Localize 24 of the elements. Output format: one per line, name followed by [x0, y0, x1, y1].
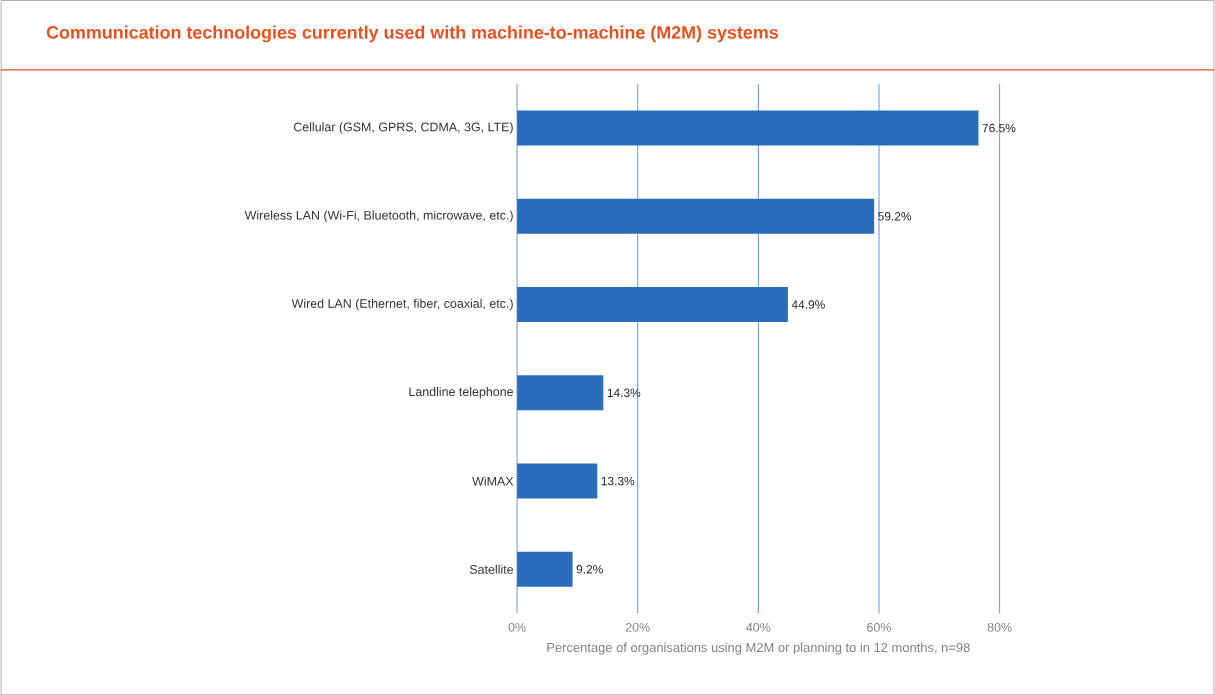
bar — [517, 551, 573, 587]
y-tick-label: Cellular (GSM, GPRS, CDMA, 3G, LTE) — [293, 122, 513, 134]
bar — [517, 463, 598, 499]
data-label: 14.3% — [607, 388, 641, 397]
bar — [517, 286, 788, 322]
bar — [517, 375, 604, 411]
data-label: 9.2% — [576, 564, 603, 574]
y-tick-label: Wireless LAN (Wi-Fi, Bluetooth, microwave, etc.) — [244, 210, 513, 222]
y-tick-label: Wired LAN (Ethernet, fiber, coaxial, etc.) — [291, 298, 513, 311]
bar — [517, 110, 979, 146]
bar — [517, 198, 875, 234]
y-tick-label: Satellite — [469, 564, 514, 574]
x-axis-title: Percentage of organisations using M2M or planning to in 12 months, n=98 — [547, 642, 970, 655]
x-tick-label: 60% — [867, 622, 891, 632]
data-label: 13.3% — [601, 476, 635, 486]
chart-title: Communication technologies currently used with machine-to-machine (M2M) systems — [46, 25, 778, 43]
x-tick-label: 20% — [625, 622, 650, 632]
y-tick-label: Landline telephone — [409, 386, 513, 399]
x-tick-label: 0% — [508, 622, 526, 632]
x-tick-label: 80% — [987, 622, 1012, 632]
data-label: 59.2% — [878, 211, 912, 221]
x-tick-label: 40% — [746, 622, 771, 632]
y-tick-label: WiMAX — [472, 476, 514, 486]
data-label: 44.9% — [791, 300, 825, 309]
